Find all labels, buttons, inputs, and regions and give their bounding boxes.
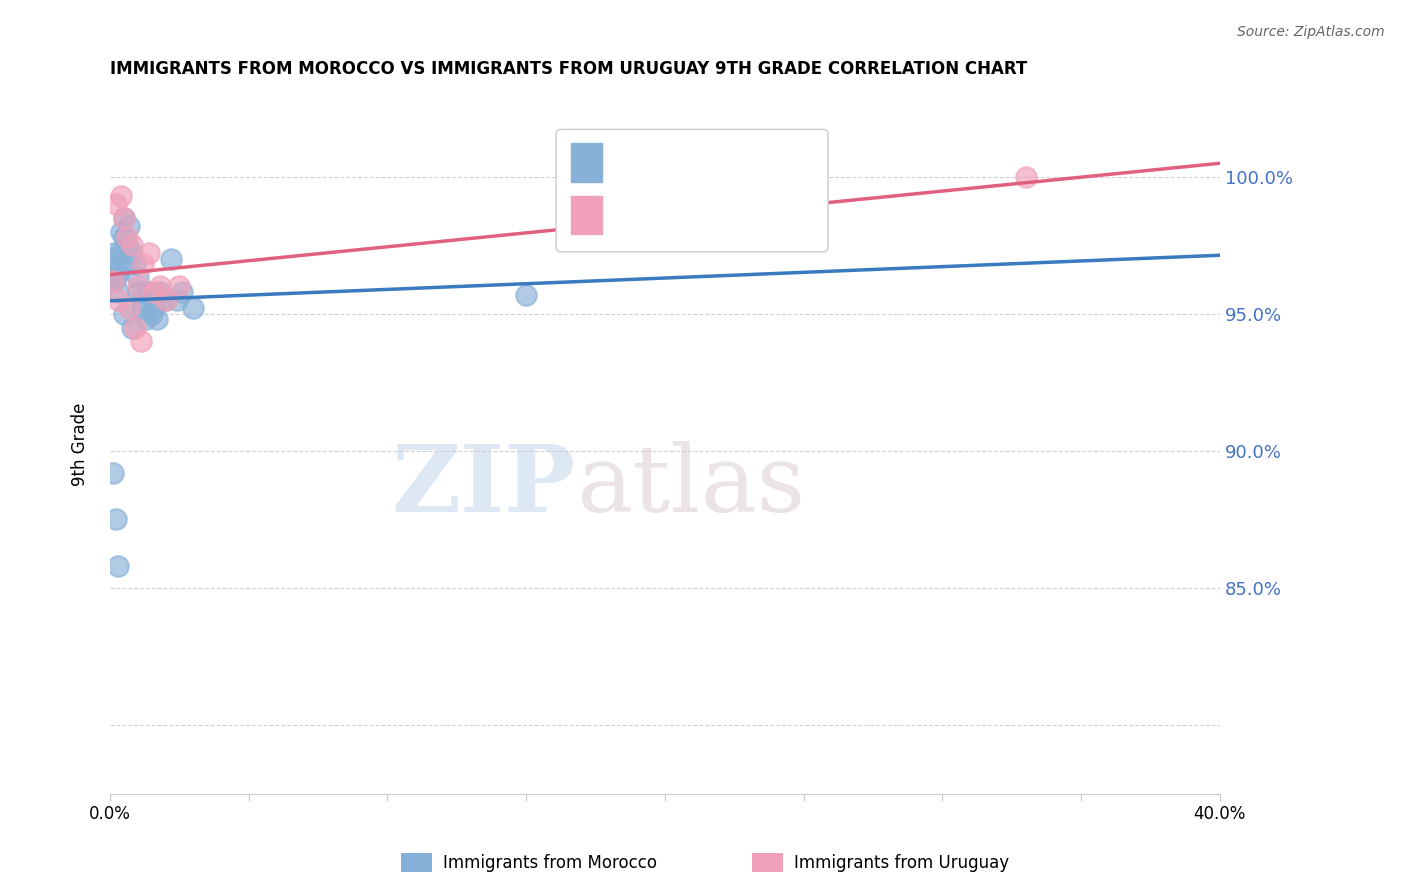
Point <box>101 466 124 480</box>
Point <box>515 287 537 301</box>
Point <box>132 257 155 271</box>
Point <box>149 285 172 299</box>
Point <box>112 307 135 321</box>
Point <box>143 285 166 299</box>
Point <box>104 252 127 266</box>
Point <box>127 279 149 293</box>
Point <box>104 197 127 211</box>
Point <box>112 211 135 225</box>
Point <box>118 301 141 316</box>
Text: N = 18: N = 18 <box>731 206 794 225</box>
Bar <box>571 196 602 235</box>
Text: Source: ZipAtlas.com: Source: ZipAtlas.com <box>1237 25 1385 39</box>
Point <box>141 307 163 321</box>
Bar <box>571 144 602 182</box>
Point <box>104 271 127 285</box>
Point <box>127 285 149 299</box>
Point <box>172 285 194 299</box>
Point <box>121 320 143 334</box>
Text: R = 0.395: R = 0.395 <box>610 206 702 225</box>
Point <box>124 320 146 334</box>
Point <box>110 244 132 258</box>
Point <box>110 225 132 239</box>
Point <box>160 252 183 266</box>
Text: N = 37: N = 37 <box>731 154 794 172</box>
Point <box>110 189 132 203</box>
Point <box>181 301 204 316</box>
Point <box>166 293 188 307</box>
FancyBboxPatch shape <box>557 129 828 252</box>
Point <box>121 246 143 260</box>
Point <box>107 293 129 307</box>
Point <box>132 301 155 316</box>
Point <box>121 238 143 252</box>
Point <box>101 246 124 260</box>
Point <box>135 312 157 326</box>
Point <box>107 266 129 280</box>
Point <box>143 301 166 316</box>
Point <box>112 211 135 225</box>
Point <box>107 559 129 574</box>
Point <box>101 263 124 277</box>
Point <box>1014 169 1036 184</box>
Text: R = 0.324: R = 0.324 <box>610 154 702 172</box>
Point <box>104 512 127 526</box>
Point <box>155 293 177 307</box>
Point <box>101 274 124 288</box>
Y-axis label: 9th Grade: 9th Grade <box>72 402 89 486</box>
Point <box>115 257 138 271</box>
Point <box>149 279 172 293</box>
Point <box>155 293 177 307</box>
Text: atlas: atlas <box>576 441 806 531</box>
Point <box>124 257 146 271</box>
Point <box>112 230 135 244</box>
Point <box>129 334 152 349</box>
Point <box>138 246 160 260</box>
Text: IMMIGRANTS FROM MOROCCO VS IMMIGRANTS FROM URUGUAY 9TH GRADE CORRELATION CHART: IMMIGRANTS FROM MOROCCO VS IMMIGRANTS FR… <box>110 60 1028 78</box>
Point <box>107 285 129 299</box>
Point <box>146 312 169 326</box>
Text: ZIP: ZIP <box>392 441 576 531</box>
Point <box>129 293 152 307</box>
Point <box>169 279 191 293</box>
Point <box>118 219 141 233</box>
Point <box>138 285 160 299</box>
Text: Immigrants from Uruguay: Immigrants from Uruguay <box>794 854 1010 871</box>
Point <box>101 274 124 288</box>
Point <box>115 238 138 252</box>
Text: Immigrants from Morocco: Immigrants from Morocco <box>443 854 657 871</box>
Point <box>115 230 138 244</box>
Point <box>127 271 149 285</box>
